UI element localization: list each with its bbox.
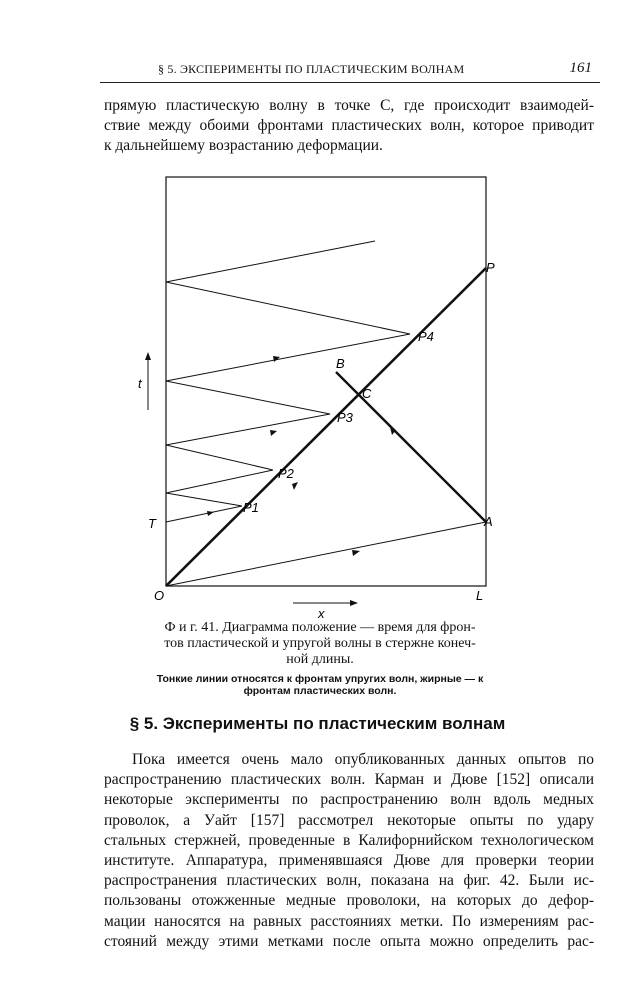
diagram-frame (165, 176, 487, 587)
text-line: пользованы отожженные медные проволоки, … (104, 892, 594, 910)
label-C: C (362, 386, 372, 401)
text-line: Пока имеется очень мало опубликованных д… (132, 751, 594, 768)
label-t: t (138, 376, 143, 391)
text-line: проволок, а Уайт [157] рассмотрел некото… (104, 811, 594, 829)
label-P4: P4 (418, 329, 434, 344)
figure-note: Тонкие линии относятся к фронтам упругих… (135, 673, 505, 697)
label-O: O (154, 588, 164, 603)
intro-paragraph: прямую пластическую волну в точке C, где… (104, 96, 594, 157)
plastic-front-OP (165, 267, 487, 587)
label-L: L (476, 588, 483, 603)
text-line: мации наносятся на равных расстояниях ме… (104, 912, 594, 930)
plastic-front-AB (335, 371, 487, 523)
body-paragraph: Пока имеется очень мало опубликованных д… (104, 750, 594, 952)
text-line: прямую пластическую волну в точке C, где… (104, 97, 594, 114)
page-number: 161 (569, 60, 593, 76)
elastic-fronts (165, 240, 487, 587)
caption-line: ной длины. (286, 652, 354, 667)
text-line: ствие между обоими фронтами пластических… (104, 117, 594, 135)
caption-line: тов пластической и упругой волны в стерж… (164, 636, 476, 651)
figure-caption: Ф и г. 41. Диаграмма положение — время д… (140, 620, 500, 668)
section-heading: § 5. Эксперименты по пластическим волнам (129, 714, 506, 733)
text-line: к дальнейшему возрастанию деформации. (104, 137, 383, 155)
text-line: стояний между этими метками после опыта … (104, 932, 594, 950)
header-title: § 5. ЭКСПЕРИМЕНТЫ ПО ПЛАСТИЧЕСКИМ ВОЛНАМ (158, 62, 465, 76)
text-line: институте. Аппаратура, применявшаяся Дюв… (104, 852, 594, 870)
label-x: x (317, 606, 325, 620)
label-A: A (483, 514, 493, 529)
text-line: некоторые эксперименты по распространени… (104, 791, 594, 809)
label-B: B (336, 356, 345, 371)
arrowheads (145, 352, 396, 606)
text-line: стальных стержней, проведенные в Калифор… (104, 831, 594, 849)
label-P: P (486, 260, 495, 275)
label-P1: P1 (243, 500, 259, 515)
label-P3: P3 (337, 410, 354, 425)
text-line: распространения пластических волн, показ… (104, 872, 594, 890)
label-P2: P2 (278, 466, 295, 481)
figure-41-diagram: O L A P T B C P1 P2 P3 P4 t x (138, 176, 495, 620)
caption-line: Ф и г. 41. Диаграмма положение — время д… (164, 620, 476, 635)
note-line: фронтам пластических волн. (243, 685, 397, 697)
running-header: § 5. ЭКСПЕРИМЕНТЫ ПО ПЛАСТИЧЕСКИМ ВОЛНАМ… (100, 60, 600, 83)
label-T: T (148, 516, 157, 531)
text-line: распространению пластических волн. Карма… (104, 771, 594, 789)
note-line: Тонкие линии относятся к фронтам упругих… (156, 673, 484, 685)
